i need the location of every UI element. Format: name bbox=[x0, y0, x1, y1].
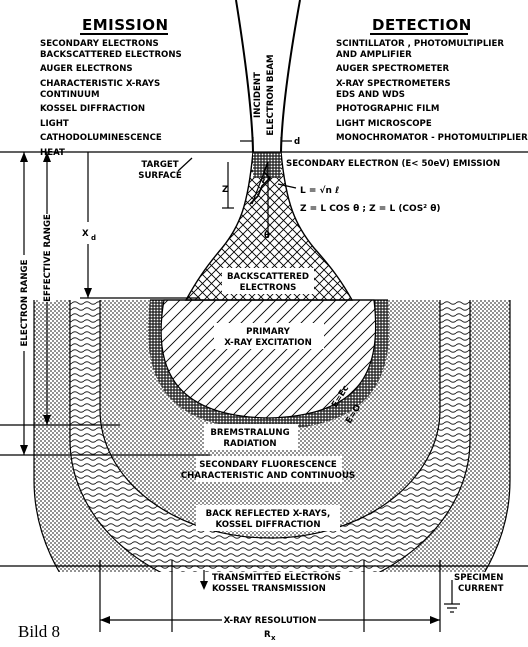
xd-label-bg bbox=[80, 222, 100, 244]
back-reflected-label-bg bbox=[196, 505, 340, 531]
effective-range-arrowhead-top bbox=[43, 152, 51, 162]
emission-item: CHARACTERISTIC X-RAYS bbox=[40, 79, 160, 89]
specimen-current-label: CURRENT bbox=[458, 584, 504, 594]
detection-item: EDS AND WDS bbox=[336, 90, 405, 100]
target-surface-pointer bbox=[177, 157, 193, 172]
electron-range-label: ELECTRON RANGE bbox=[20, 259, 30, 346]
emission-item: SECONDARY ELECTRONS bbox=[40, 39, 159, 49]
detection-item: AUGER SPECTROMETER bbox=[336, 64, 450, 74]
xd-subscript: d bbox=[91, 234, 96, 242]
emission-item: CONTINUUM bbox=[40, 90, 100, 100]
emission-item: LIGHT bbox=[40, 119, 69, 129]
bremsstrahlung-label: RADIATION bbox=[223, 439, 276, 449]
fluorescence-label: CHARACTERISTIC AND CONTINUOUS bbox=[181, 471, 355, 481]
emission-item: BACKSCATTERED ELECTRONS bbox=[40, 50, 182, 60]
beam-label: INCIDENT ELECTRON BEAM bbox=[253, 54, 276, 135]
bremsstrahlung-label-bg bbox=[204, 424, 298, 450]
detection-item: PHOTOGRAPHIC FILM bbox=[336, 104, 439, 114]
backscattered-label: BACKSCATTERED bbox=[227, 272, 309, 282]
primary-label: X-RAY EXCITATION bbox=[224, 338, 312, 348]
detection-item: AND AMPLIFIER bbox=[336, 50, 412, 60]
secondary-emission-label: SECONDARY ELECTRON (E< 50eV) EMISSION bbox=[286, 159, 500, 169]
xd-arrowhead bbox=[84, 288, 92, 298]
transmitted-label: TRANSMITTED ELECTRONS bbox=[212, 573, 341, 583]
effective-range-arrowhead-bottom bbox=[43, 415, 51, 425]
figure-caption: Bild 8 bbox=[18, 622, 60, 641]
target-surface-label: SURFACE bbox=[138, 171, 182, 181]
l-equation: L = √n ℓ bbox=[300, 185, 339, 196]
back-reflected-label: KOSSEL DIFFRACTION bbox=[215, 520, 320, 530]
l-vector bbox=[251, 161, 269, 205]
detection-item: LIGHT MICROSCOPE bbox=[336, 119, 432, 129]
primary-label-bg bbox=[214, 323, 324, 349]
effective-range-label-bg bbox=[40, 214, 54, 302]
resolution-label-bg bbox=[222, 612, 318, 626]
detection-item: MONOCHROMATOR - PHOTOMULTIPLIER bbox=[336, 133, 528, 143]
resolution-symbol: R bbox=[264, 630, 271, 640]
resolution-label: X-RAY RESOLUTION bbox=[224, 616, 317, 626]
electron-range-arrowhead-top bbox=[20, 152, 28, 162]
emission-item: HEAT bbox=[40, 148, 65, 158]
primary-label: PRIMARY bbox=[246, 327, 290, 337]
emission-list: SECONDARY ELECTRONS BACKSCATTERED ELECTR… bbox=[40, 39, 182, 158]
xd-symbol: X bbox=[82, 229, 89, 239]
detection-item: X-RAY SPECTROMETERS bbox=[336, 79, 451, 89]
resolution-subscript: x bbox=[271, 634, 276, 642]
theta-symbol: θ bbox=[264, 231, 270, 241]
ground-icon bbox=[444, 580, 460, 613]
backscattered-label: ELECTRONS bbox=[240, 283, 297, 293]
resolution-arrowhead-left bbox=[100, 616, 110, 624]
beam-label-line1: INCIDENT bbox=[253, 72, 263, 118]
transmitted-label: KOSSEL TRANSMISSION bbox=[212, 584, 326, 594]
detection-list: SCINTILLATOR , PHOTOMULTIPLIER AND AMPLI… bbox=[336, 39, 528, 143]
fluorescence-label-bg bbox=[196, 456, 342, 482]
back-reflected-label: BACK REFLECTED X-RAYS, bbox=[206, 509, 331, 519]
detection-heading: DETECTION bbox=[372, 16, 472, 34]
z-symbol: Z bbox=[222, 185, 228, 195]
transmitted-arrowhead bbox=[200, 581, 208, 590]
beam-label-line2: ELECTRON BEAM bbox=[266, 54, 276, 135]
emission-heading: EMISSION bbox=[82, 16, 169, 34]
l-pointer bbox=[277, 183, 297, 189]
resolution-arrowhead-right bbox=[430, 616, 440, 624]
backscattered-label-bg bbox=[222, 268, 314, 294]
beam-left-edge bbox=[235, 0, 254, 153]
effective-range-label: EFFECTIVE RANGE bbox=[43, 214, 53, 302]
electron-range-label-bg bbox=[17, 255, 31, 351]
z-equation: Z = L COS θ ; Z = L (COS² θ) bbox=[300, 204, 441, 214]
electron-range-arrowhead-bottom bbox=[20, 445, 28, 455]
specimen-current-label: SPECIMEN bbox=[454, 573, 503, 583]
fluorescence-label: SECONDARY FLUORESCENCE bbox=[199, 460, 337, 470]
fluorescence-outline bbox=[69, 300, 471, 572]
beam-right-edge bbox=[280, 0, 301, 153]
target-surface-label: TARGET bbox=[141, 160, 178, 170]
bremsstrahlung-outline bbox=[99, 300, 441, 539]
emission-item: CATHODOLUMINESCENCE bbox=[40, 133, 162, 143]
back-reflected-outline bbox=[33, 300, 511, 572]
ell-symbol: ℓ bbox=[262, 176, 266, 186]
emission-item: KOSSEL DIFFRACTION bbox=[40, 104, 145, 114]
emission-item: AUGER ELECTRONS bbox=[40, 64, 133, 74]
beam-d-label: d bbox=[294, 137, 300, 147]
bremsstrahlung-label: BREMSTRALUNG bbox=[210, 428, 289, 438]
detection-item: SCINTILLATOR , PHOTOMULTIPLIER bbox=[336, 39, 504, 49]
